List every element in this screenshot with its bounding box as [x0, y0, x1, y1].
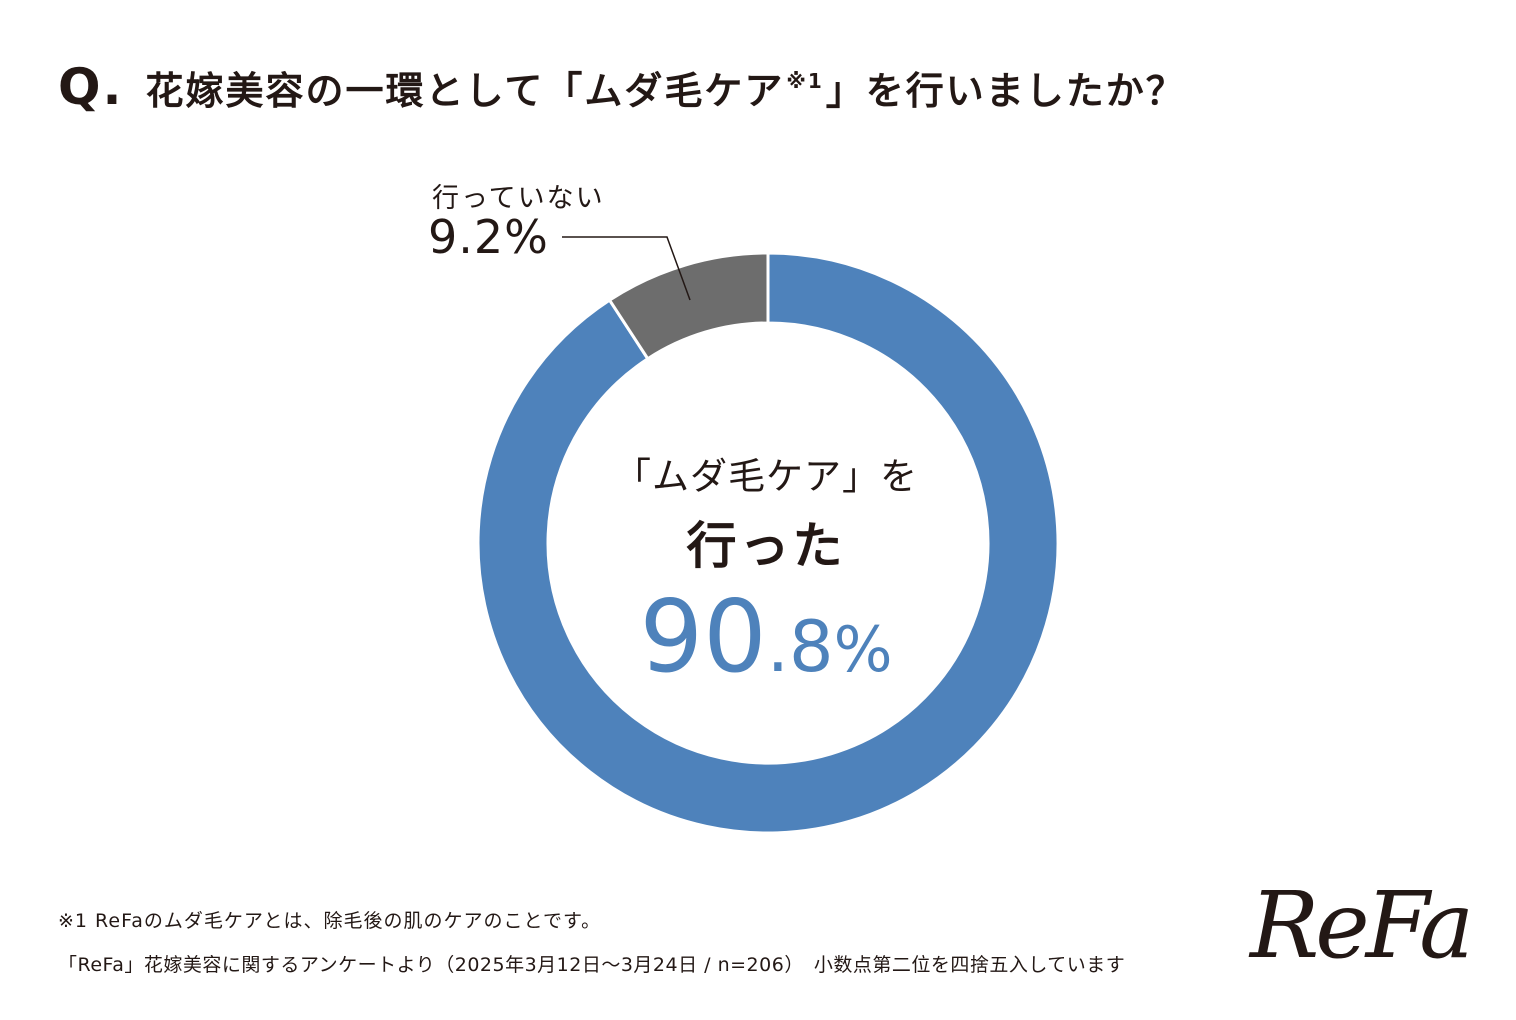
slice-label-not-done: 行っていない — [432, 183, 605, 214]
slice-value-done: 90.8% — [566, 578, 966, 695]
donut-slice-done — [476, 251, 1060, 835]
leader-line — [562, 236, 691, 301]
footnote-source: 「ReFa」花嫁美容に関するアンケートより（2025年3月12日～3月24日 /… — [58, 954, 1126, 976]
question-text-end: 」を行いましたか？ — [825, 69, 1186, 113]
question-text: 花嫁美容の一環として「ムダ毛ケア ※1」を行いましたか？ — [146, 60, 1186, 115]
slice-value-done-dec: .8 — [766, 606, 834, 688]
refa-logo: ReFa — [1250, 872, 1474, 979]
question-text-main: 花嫁美容の一環として「ムダ毛ケア — [145, 69, 785, 113]
slice-label-done-line2: 行った — [686, 517, 846, 575]
donut-slices — [476, 251, 1060, 835]
slice-value-done-pct: % — [833, 613, 893, 686]
slice-value-not-done: 9.2% — [428, 210, 549, 264]
slice-value-done-int: 90 — [639, 578, 767, 695]
page-title: Q. 花嫁美容の一環として「ムダ毛ケア ※1」を行いましたか？ — [58, 58, 1186, 116]
question-footnote-mark: ※1 — [786, 69, 824, 93]
donut-slice-not-done — [607, 251, 770, 361]
slice-label-done-line1: 「ムダ毛ケア」を — [614, 455, 918, 498]
question-mark-label: Q. — [58, 58, 124, 116]
footnote-definition: ※1 ReFaのムダ毛ケアとは、除毛後の肌のケアのことです。 — [58, 910, 602, 932]
